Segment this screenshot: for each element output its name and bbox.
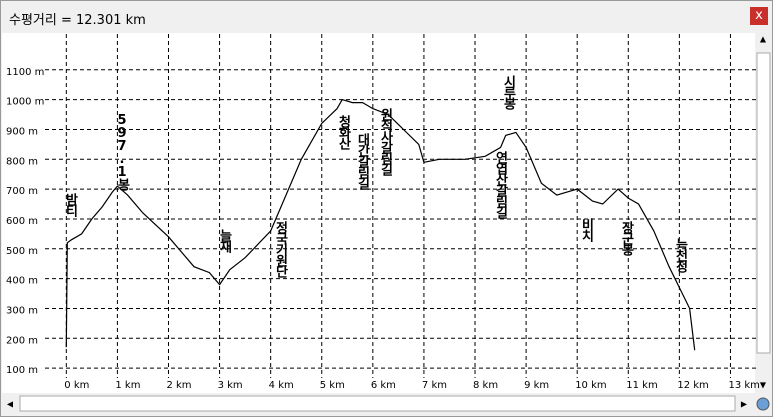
annotation: 597.1봉 <box>115 113 130 192</box>
y-tick-label: 1100 m <box>6 67 44 78</box>
x-tick-label: 10 km <box>575 380 606 391</box>
annotation: 늘재 <box>217 229 232 254</box>
y-tick-label: 600 m <box>6 216 38 227</box>
vertical-scrollbar[interactable]: ▲ ▼ <box>755 33 772 393</box>
annotation: 연엽산갈림길 <box>493 151 508 220</box>
y-tick-label: 1000 m <box>6 97 44 108</box>
y-tick-label: 700 m <box>6 186 38 197</box>
window-title: 수평거리 = 12.301 km <box>9 13 146 28</box>
annotation: 청화산 <box>336 114 351 151</box>
annotation: 비치 <box>579 218 594 243</box>
annotation: 원적사갈림길 <box>378 108 393 177</box>
x-tick-label: 5 km <box>320 380 345 391</box>
svg-text:▼: ▼ <box>760 381 767 390</box>
y-tick-label: 500 m <box>6 246 38 257</box>
x-tick-label: 13 km <box>728 380 759 391</box>
y-tick-label: 300 m <box>6 305 38 316</box>
y-tick-label: 900 m <box>6 126 38 137</box>
x-tick-label: 0 km <box>64 380 89 391</box>
annotation: 늑천정 <box>673 238 688 274</box>
horizontal-scrollbar[interactable]: ◀ ▶ <box>2 393 770 415</box>
x-tick-label: 12 km <box>677 380 708 391</box>
annotation: 정국기원단 <box>273 220 288 279</box>
y-tick-label: 200 m <box>6 335 38 346</box>
x-tick-label: 8 km <box>473 380 498 391</box>
close-button[interactable]: x <box>750 7 768 25</box>
x-tick-label: 2 km <box>166 380 191 391</box>
annotation: 시루봉 <box>501 75 516 111</box>
title-bar: 수평거리 = 12.301 km x <box>1 1 772 33</box>
plot-background <box>2 33 755 393</box>
svg-text:▶: ▶ <box>741 400 748 409</box>
x-tick-label: 11 km <box>626 380 657 391</box>
y-tick-label: 100 m <box>6 365 38 376</box>
annotation: 장군봉 <box>619 220 634 257</box>
x-tick-label: 9 km <box>524 380 549 391</box>
profile-line <box>65 98 696 351</box>
x-tick-label: 1 km <box>115 380 140 391</box>
y-tick-label: 400 m <box>6 276 38 287</box>
y-tick-label: 800 m <box>6 156 38 167</box>
chart: ▲ ▼ ◀ ▶ 100 m 200 m 300 m 400 m 500 m 600 m 70… <box>2 33 772 415</box>
svg-text:▲: ▲ <box>760 35 767 44</box>
x-tick-label: 4 km <box>269 380 294 391</box>
x-tick-label: 6 km <box>371 380 396 391</box>
annotation: 대간갈림길 <box>355 133 370 191</box>
annotation: 밤티 <box>63 192 78 218</box>
x-tick-label: 3 km <box>218 380 243 391</box>
x-tick-label: 7 km <box>422 380 447 391</box>
svg-text:◀: ◀ <box>7 400 14 409</box>
